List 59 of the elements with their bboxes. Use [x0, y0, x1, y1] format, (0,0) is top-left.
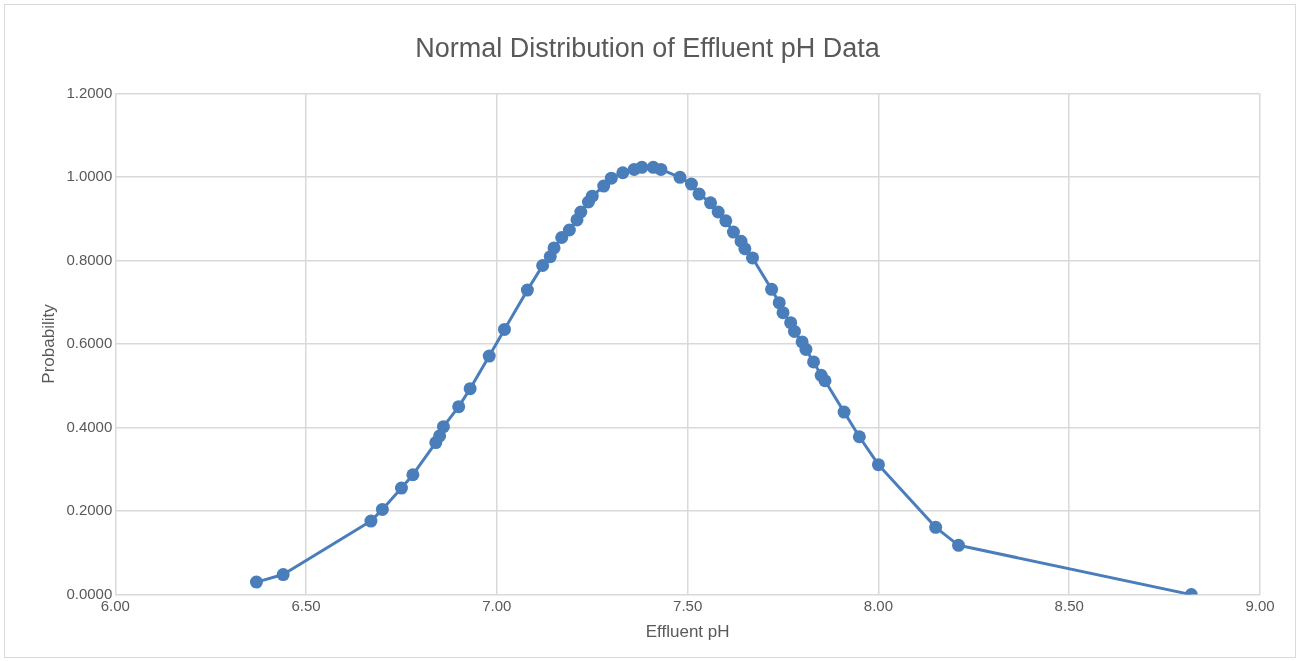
point	[852, 430, 866, 444]
x-tick-label: 8.50	[1054, 596, 1084, 614]
point	[497, 322, 511, 336]
point	[818, 374, 832, 388]
x-tick-label: 8.00	[863, 596, 894, 614]
point	[635, 160, 649, 174]
y-tick-label: 0.4000	[66, 417, 113, 435]
x-tick-label: 6.50	[291, 596, 321, 614]
x-tick-label: 7.50	[673, 596, 703, 614]
point	[547, 241, 561, 255]
point	[482, 349, 496, 363]
point	[799, 342, 813, 356]
point	[364, 514, 378, 528]
y-tick-label: 1.0000	[66, 167, 113, 185]
point	[807, 355, 821, 369]
point	[871, 458, 885, 472]
point	[604, 171, 618, 185]
y-tick-label: 0.2000	[66, 501, 113, 519]
point	[684, 177, 698, 191]
x-tick-label: 9.00	[1245, 596, 1275, 614]
y-tick-label: 0.8000	[66, 250, 113, 268]
point	[772, 296, 786, 310]
point	[597, 179, 611, 193]
y-tick-label: 0.6000	[66, 334, 113, 352]
point	[837, 405, 851, 419]
point	[929, 520, 943, 534]
y-tick-label: 1.2000	[66, 83, 113, 101]
point	[654, 162, 668, 176]
x-tick-label: 7.00	[482, 596, 512, 614]
point	[536, 258, 550, 272]
point	[436, 420, 450, 434]
chart-title: Normal Distribution of Effluent pH Data	[415, 32, 881, 63]
point	[555, 231, 569, 244]
x-axis-title: Effluent pH	[645, 622, 730, 642]
point	[776, 306, 790, 320]
point	[726, 225, 740, 239]
point	[406, 468, 420, 482]
point	[692, 187, 706, 201]
point	[375, 502, 389, 516]
point	[719, 214, 733, 228]
point	[765, 282, 779, 296]
point	[452, 400, 466, 414]
point	[616, 166, 630, 180]
point	[738, 242, 752, 256]
point	[952, 538, 966, 552]
point	[394, 481, 408, 495]
point	[673, 170, 687, 184]
point	[520, 283, 534, 297]
point	[249, 575, 263, 589]
point	[787, 324, 801, 338]
point	[463, 382, 477, 396]
point	[704, 196, 718, 210]
point	[276, 568, 290, 582]
y-axis-title: Probability	[38, 303, 58, 384]
point	[562, 223, 576, 237]
point	[746, 251, 760, 265]
point	[574, 205, 588, 219]
point	[711, 205, 725, 219]
point	[585, 189, 599, 203]
